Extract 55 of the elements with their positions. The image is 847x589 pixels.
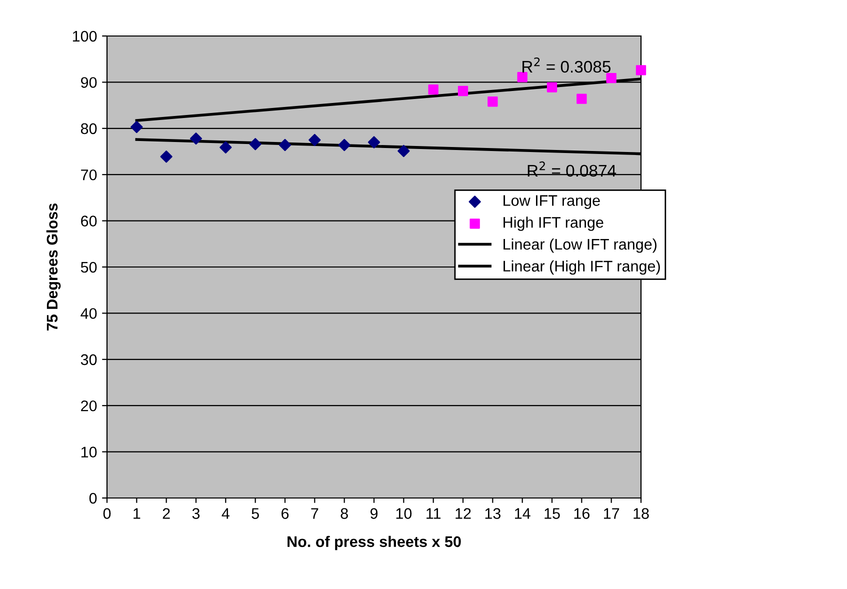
y-axis-title: 75 Degrees Gloss [46, 204, 61, 330]
x-tick-label: 4 [222, 508, 230, 519]
y-tick-label: 0 [89, 492, 97, 504]
legend-label: High IFT range [504, 216, 604, 231]
x-tick-label: 10 [396, 508, 412, 519]
point [190, 132, 202, 145]
point [130, 120, 143, 134]
y-tick-label: 50 [80, 262, 97, 273]
x-tick-label: 1 [134, 508, 140, 519]
y-tick-label: 60 [81, 216, 97, 226]
x-tick-label: 12 [456, 508, 471, 519]
y-tick-label: 70 [81, 169, 97, 180]
annotation: R$^{2}$ = 0.3085 [522, 57, 611, 73]
point [220, 141, 232, 154]
point [249, 138, 262, 150]
point [398, 144, 410, 158]
point [546, 82, 558, 92]
x-tick-label: 13 [485, 508, 500, 519]
y-tick-label: 100 [72, 30, 97, 42]
x-tick-label: 7 [311, 508, 318, 519]
y-tick-label: 80 [80, 123, 97, 134]
x-tick-label: 6 [282, 508, 289, 519]
x-tick-label: 0 [103, 508, 111, 519]
y-tick-label: 10 [81, 446, 97, 458]
x-axis-title: No. of press sheets x 50 [288, 536, 461, 550]
legend-label: Low IFT range [504, 195, 600, 209]
x-tick-label: 16 [574, 508, 590, 519]
point [488, 96, 498, 107]
x-tick-label: 8 [340, 508, 348, 519]
point [636, 65, 646, 76]
legend-label: Linear (Low IFT range) [504, 238, 656, 253]
x-tick-label: 18 [634, 508, 649, 519]
point [160, 150, 172, 163]
point [576, 94, 587, 104]
x-tick-label: 2 [162, 508, 170, 519]
point [368, 136, 380, 148]
point [278, 138, 292, 152]
x-tick-label: 11 [426, 508, 441, 519]
point [338, 138, 350, 152]
x-tick-label: 3 [192, 508, 200, 519]
x-tick-label: 14 [515, 508, 530, 519]
point [308, 134, 321, 146]
x-tick-label: 17 [604, 508, 620, 519]
x-tick-label: 5 [252, 508, 259, 519]
point [517, 72, 528, 82]
y-tick-label: 20 [81, 400, 97, 412]
x-tick-label: 9 [370, 508, 378, 519]
y-tick-label: 40 [80, 308, 97, 319]
point [428, 84, 438, 95]
x-tick-label: 15 [544, 508, 560, 519]
y-tick-label: 30 [80, 354, 97, 366]
point [606, 72, 616, 84]
y-tick-label: 90 [81, 77, 97, 88]
legend-label: Linear (High IFT range) [504, 260, 660, 275]
point [458, 86, 468, 96]
